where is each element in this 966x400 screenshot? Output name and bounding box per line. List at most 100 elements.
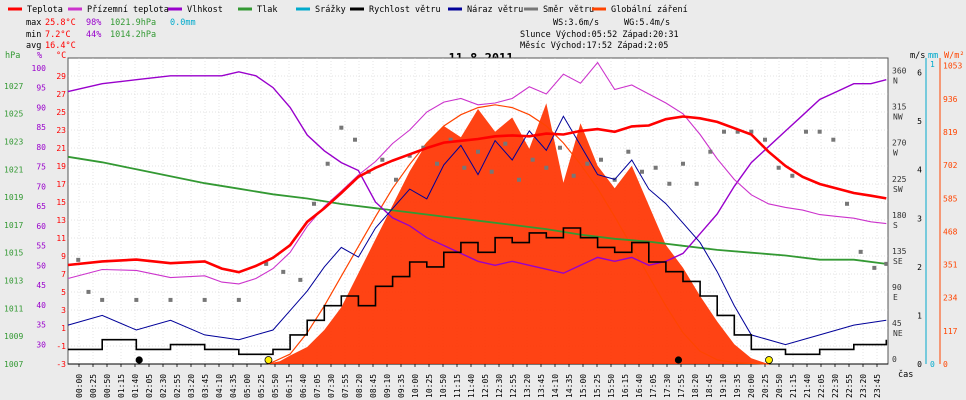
unit-c: °C — [56, 51, 66, 61]
wind-speed-info: WS:3.6m/s — [553, 18, 599, 28]
wind-direction-point — [681, 161, 685, 166]
x-tick-label: 17:05 — [649, 374, 658, 398]
stats-min-hum: 44% — [86, 30, 101, 40]
x-axis: 00:00 00:25 00:50 01:15 01:40 02:05 02:30 02:55… — [75, 364, 882, 398]
radiation-tick: 819 — [943, 128, 958, 137]
unit-wm: W/m² — [944, 51, 964, 61]
wind-speed-tick: 6 — [917, 69, 922, 78]
wind-direction-point — [749, 129, 754, 134]
x-tick-label: 15:50 — [607, 374, 616, 398]
pressure-tick: 1015 — [4, 249, 23, 258]
rain-tick: 1 — [930, 60, 935, 69]
radiation-area — [68, 103, 887, 365]
temperature-tick: 13 — [56, 216, 66, 225]
temperature-tick: 17 — [56, 180, 66, 189]
unit-time: čas — [898, 369, 913, 380]
radiation-theoretical-line — [268, 104, 770, 365]
wind-direction-point — [462, 165, 467, 170]
wind-direction-point — [407, 153, 412, 158]
wind-dir-label: SW — [893, 185, 903, 194]
humidity-tick: 95 — [36, 84, 46, 93]
wind-direction-point — [640, 169, 644, 174]
humidity-tick: 65 — [36, 202, 46, 211]
x-tick-label: 00:25 — [89, 374, 98, 398]
moon-event-marker — [674, 356, 683, 364]
wind-dir-label: E — [893, 293, 898, 302]
wind-dir-label: NW — [893, 113, 903, 122]
humidity-tick: 45 — [36, 281, 46, 290]
wind-dir-label: SE — [893, 257, 903, 266]
wind-direction-point — [776, 165, 781, 170]
x-tick-label: 10:00 — [411, 374, 420, 398]
temperature-tick: 5 — [61, 288, 66, 297]
humidity-tick: 35 — [36, 321, 46, 330]
temperature-tick: 25 — [56, 108, 66, 117]
wind-speed-tick: 0 — [917, 360, 922, 369]
x-tick-label: 07:55 — [341, 374, 350, 398]
legend-label: Tlak — [257, 5, 277, 15]
wind-direction-point — [804, 129, 808, 134]
wind-speed-tick: 2 — [917, 263, 922, 272]
x-tick-label: 12:05 — [481, 374, 490, 398]
temperature-tick: 11 — [56, 234, 66, 243]
wind-direction-point — [476, 149, 480, 154]
wind-gust-line — [67, 115, 887, 346]
humidity-tick: 75 — [36, 163, 46, 172]
x-tick-label: 09:10 — [383, 374, 392, 398]
humidity-tick: 50 — [36, 261, 46, 270]
events-layer — [135, 356, 773, 364]
wind-dir-label: N — [893, 77, 898, 86]
pressure-tick: 1021 — [4, 165, 23, 174]
wind-dir-tick: 270 — [892, 139, 907, 148]
rain-tick: 0 — [930, 360, 935, 369]
stats-max-hum: 98% — [86, 18, 101, 28]
x-tick-label: 11:40 — [467, 374, 476, 398]
x-tick-label: 20:25 — [761, 374, 770, 398]
x-tick-label: 20:50 — [775, 374, 784, 398]
series-layer — [67, 61, 889, 365]
legend-label: Náraz větru — [467, 5, 523, 15]
temperature-tick: 21 — [56, 144, 66, 153]
wind-dir-tick: 0 — [892, 355, 897, 364]
wind-direction-point — [530, 157, 535, 162]
wind-direction-point — [394, 177, 398, 182]
wind-direction-point — [585, 161, 590, 166]
axis-unit-labels: hPa % °C m/s mm W/m² čas — [5, 51, 964, 380]
stats-min-press: 1014.2hPa — [110, 30, 156, 40]
legend-label: Globální záření — [611, 5, 688, 15]
x-tick-label: 22:05 — [817, 374, 826, 398]
x-tick-label: 01:15 — [117, 374, 126, 398]
temperature-tick: 19 — [56, 162, 66, 171]
wind-dir-label: NE — [893, 329, 903, 338]
radiation-tick: 351 — [943, 261, 958, 270]
wind-direction-point — [858, 249, 863, 254]
pressure-tick: 1013 — [4, 277, 23, 286]
x-tick-label: 14:10 — [551, 374, 560, 398]
wind-dir-tick: 225 — [892, 175, 907, 184]
x-tick-label: 14:35 — [565, 374, 574, 398]
pressure-tick: 1009 — [4, 332, 23, 341]
stats-max-press: 1021.9hPa — [110, 18, 156, 28]
pressure-tick: 1007 — [4, 360, 23, 369]
humidity-tick: 70 — [36, 182, 46, 191]
temperature-tick: -3 — [56, 360, 66, 369]
wind-direction-point — [325, 161, 330, 166]
wind-dir-label: W — [893, 149, 898, 158]
pressure-tick: 1019 — [4, 193, 23, 202]
stats-max-temp: 25.8°C — [45, 18, 76, 28]
wind-dir-tick: 315 — [892, 103, 907, 112]
x-tick-label: 01:40 — [131, 374, 140, 398]
wind-direction-point — [380, 157, 385, 162]
stats-block: max 25.8°C 98% 1021.9hPa 0.0mm min 7.2°C… — [26, 18, 196, 51]
wind-direction-point — [312, 201, 316, 206]
wind-dir-tick: 360 — [892, 67, 907, 76]
unit-hpa: hPa — [5, 51, 20, 61]
wind-speed-tick: 3 — [917, 214, 922, 223]
x-tick-label: 05:50 — [271, 374, 280, 398]
x-tick-label: 05:00 — [243, 374, 252, 398]
unit-mm: mm — [928, 51, 938, 61]
x-tick-label: 11:15 — [453, 374, 462, 398]
wind-direction-point — [694, 181, 699, 186]
x-tick-label: 05:25 — [257, 374, 266, 398]
